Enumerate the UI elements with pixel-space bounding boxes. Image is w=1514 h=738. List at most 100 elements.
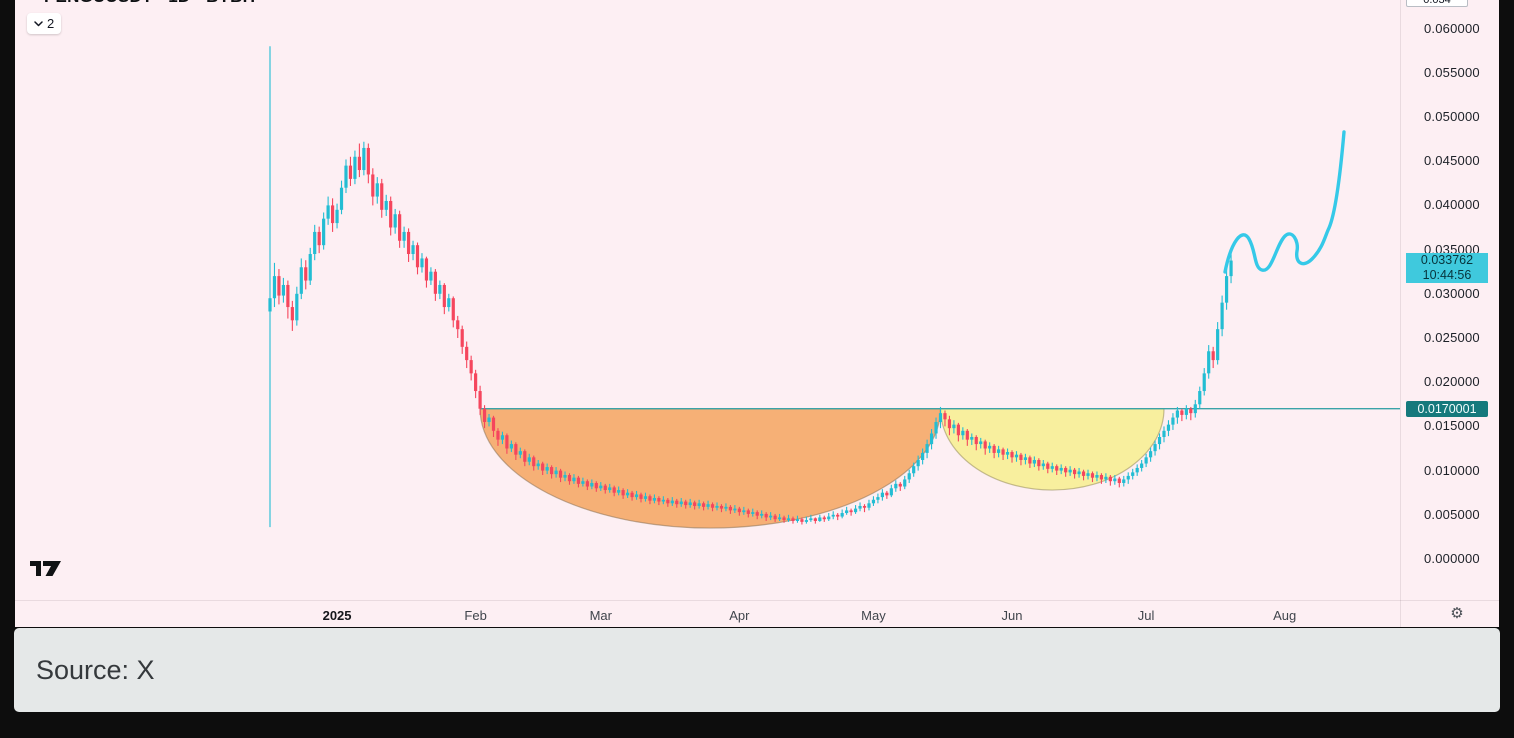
candle-body xyxy=(348,165,353,179)
price-axis[interactable]: 0.060000 0.055000 0.050000 0.045000 0.040000… xyxy=(1410,0,1498,627)
candle-body xyxy=(822,517,826,520)
candle-body xyxy=(545,467,549,471)
candle-body xyxy=(800,519,804,522)
candle-body xyxy=(1180,410,1184,415)
yellow-cup[interactable] xyxy=(939,408,1165,491)
candle-body xyxy=(943,413,947,420)
candle-body xyxy=(339,187,344,210)
level-price-badge: 0.0170001 xyxy=(1406,400,1488,417)
tradingview-logo[interactable] xyxy=(28,556,64,580)
candle-body xyxy=(330,205,335,224)
candle-body xyxy=(1148,451,1153,458)
candle-body xyxy=(299,267,303,294)
candle-body xyxy=(1081,471,1086,476)
candle-body xyxy=(1019,454,1023,460)
candle-body xyxy=(1166,424,1171,431)
candle-body xyxy=(353,156,357,179)
candle-body xyxy=(813,518,817,521)
candle-body xyxy=(701,503,706,507)
candle-body xyxy=(563,475,567,478)
candle-body xyxy=(1131,472,1135,476)
candle-body xyxy=(465,346,469,361)
candle-body xyxy=(1211,351,1215,361)
candle-body xyxy=(795,519,800,521)
time-tick-aug: Aug xyxy=(1273,608,1297,623)
candle-body xyxy=(1028,457,1032,464)
price-tick: 0.010000 xyxy=(1424,462,1480,478)
candle-body xyxy=(871,499,876,504)
candle-body xyxy=(523,451,527,462)
candle-body xyxy=(853,508,858,513)
candle-body xyxy=(1184,408,1188,415)
candle-body xyxy=(1037,459,1041,467)
candle-body xyxy=(670,500,674,504)
candle-body xyxy=(724,506,728,509)
candle-body xyxy=(429,271,433,281)
candle-body xyxy=(366,147,370,175)
price-tick: 0.000000 xyxy=(1424,551,1480,566)
candle-body xyxy=(567,475,572,482)
time-axis-border xyxy=(15,600,1499,601)
time-axis[interactable]: 2025 Feb Mar Apr May Jun Jul Aug xyxy=(15,606,1499,627)
time-tick-jul: Jul xyxy=(1137,608,1155,623)
candle-body xyxy=(849,510,853,513)
candle-body xyxy=(643,496,648,499)
candle-body xyxy=(572,477,576,482)
candle-body xyxy=(1140,463,1144,468)
candle-body xyxy=(710,504,715,508)
candle-body xyxy=(447,298,451,308)
candle-body xyxy=(746,510,750,514)
candle-body xyxy=(626,492,630,496)
candle-body xyxy=(921,452,925,460)
candle-body xyxy=(912,466,916,474)
candle-body xyxy=(451,298,455,321)
candle-body xyxy=(599,485,603,489)
settings-icon[interactable]: ⚙ xyxy=(1450,605,1464,622)
candle-body xyxy=(286,284,290,308)
candle-body xyxy=(541,463,545,471)
price-tick: 0.005000 xyxy=(1424,506,1480,522)
price-tick: 0.030000 xyxy=(1424,285,1480,301)
candle-body xyxy=(384,200,388,210)
symbol-title: PENGUUSDT · 1D · BYBIT xyxy=(44,0,258,7)
candle-body xyxy=(1014,454,1019,458)
candle-body xyxy=(313,231,317,255)
candle-body xyxy=(804,520,808,522)
time-tick-may: May xyxy=(861,608,886,623)
candle-body xyxy=(281,284,286,296)
candle-body xyxy=(527,457,531,462)
candle-body xyxy=(880,492,884,498)
candle-body xyxy=(657,498,661,502)
orange-cup[interactable] xyxy=(479,408,942,529)
candle-body xyxy=(585,481,589,487)
candle-body xyxy=(831,514,835,517)
candle-body xyxy=(894,483,898,489)
projection-drawing[interactable] xyxy=(1223,130,1346,274)
candle-body xyxy=(308,254,312,281)
candle-body xyxy=(760,513,764,516)
time-tick-apr: Apr xyxy=(729,608,750,623)
candle-body xyxy=(845,510,849,514)
time-tick-feb: Feb xyxy=(464,608,487,623)
candle-body xyxy=(706,504,710,507)
candle-body xyxy=(1202,373,1206,392)
candle-body xyxy=(362,147,366,171)
candle-body xyxy=(1207,351,1211,374)
candle-body xyxy=(777,517,782,520)
candle-body xyxy=(688,502,692,506)
candle-body xyxy=(1050,466,1054,469)
chart-canvas[interactable] xyxy=(15,0,1499,627)
candle-body xyxy=(612,487,616,493)
candle-body xyxy=(764,513,768,518)
candle-body xyxy=(335,209,339,224)
candle-body xyxy=(1224,276,1229,303)
chart-pane: PENGUUSDT · 1D · BYBIT 2 0.034 0.0600000… xyxy=(15,0,1499,627)
price-tick: 0.045000 xyxy=(1424,153,1480,169)
candle-body xyxy=(1077,471,1081,475)
indicators-collapse-button[interactable]: 2 xyxy=(27,13,62,34)
candle-body xyxy=(862,505,867,508)
candle-body xyxy=(482,408,487,422)
candle-body xyxy=(992,445,996,453)
candle-body xyxy=(424,258,429,281)
